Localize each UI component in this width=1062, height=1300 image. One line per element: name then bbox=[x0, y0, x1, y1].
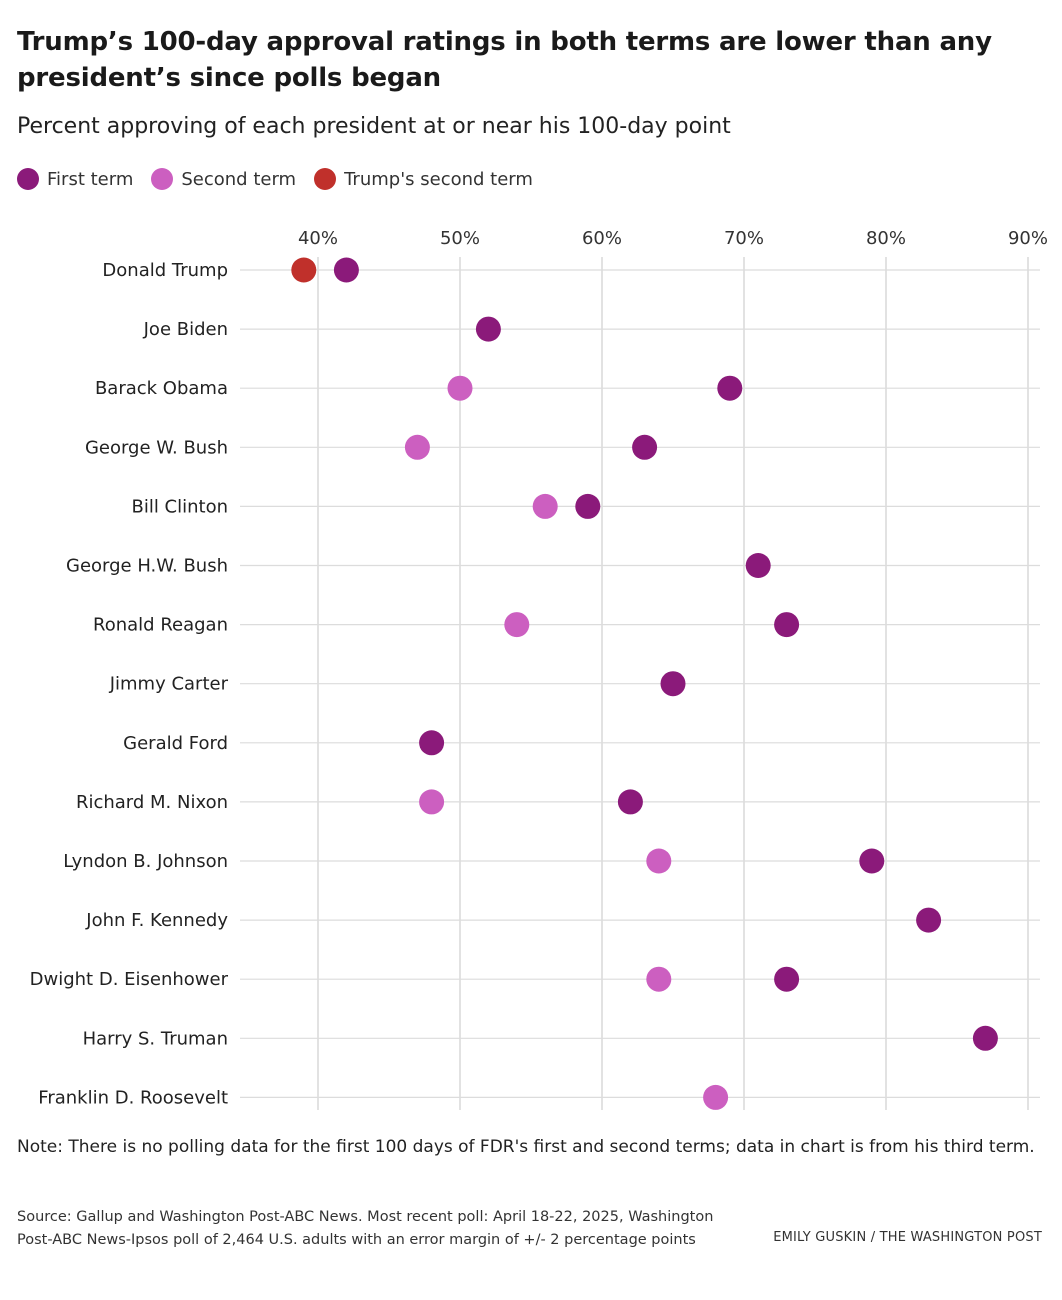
row-label: Barack Obama bbox=[95, 378, 228, 399]
row-label: John F. Kennedy bbox=[85, 910, 228, 931]
x-tick-label: 90% bbox=[1008, 228, 1048, 249]
row-label: Gerald Ford bbox=[123, 733, 228, 754]
dot-first-term bbox=[475, 316, 501, 342]
dot-first-term bbox=[916, 907, 942, 933]
row-label: Joe Biden bbox=[143, 319, 228, 340]
x-tick-label: 80% bbox=[866, 228, 906, 249]
row-label: Franklin D. Roosevelt bbox=[38, 1087, 228, 1108]
dot-second-term bbox=[532, 493, 558, 519]
row-label: Harry S. Truman bbox=[83, 1028, 228, 1049]
dot-first-term bbox=[745, 553, 771, 578]
chart-subtitle: Percent approving of each president at o… bbox=[17, 114, 731, 139]
dot-second-term bbox=[404, 434, 430, 460]
row-label: Bill Clinton bbox=[131, 496, 228, 517]
chart-title: Trump’s 100-day approval ratings in both… bbox=[17, 27, 992, 93]
dot-first-term bbox=[632, 434, 658, 460]
dot-plot: 40% 50% 60% 70% 80% 90% Donald Trump Joe Biden B… bbox=[30, 228, 1048, 1110]
x-tick-label: 60% bbox=[582, 228, 622, 249]
chart-credit: EMILY GUSKIN / THE WASHINGTON POST bbox=[773, 1230, 1042, 1245]
dot-first-term bbox=[575, 493, 601, 519]
dot-first-term bbox=[717, 375, 743, 401]
x-tick-label: 40% bbox=[298, 228, 338, 249]
dot-second-term bbox=[419, 789, 445, 815]
legend-swatch-second-term bbox=[151, 168, 174, 190]
dot-first-term bbox=[617, 789, 643, 815]
legend-swatch-trump-second-term bbox=[314, 168, 337, 190]
chart-note: Note: There is no polling data for the f… bbox=[17, 1137, 1035, 1157]
row-label: Ronald Reagan bbox=[93, 615, 228, 636]
legend-label-second-term: Second term bbox=[181, 168, 297, 190]
dot-first-term bbox=[774, 966, 800, 992]
legend: First term Second term Trump's second te… bbox=[17, 168, 551, 190]
legend-item-first-term: First term bbox=[17, 168, 133, 190]
row-label: Richard M. Nixon bbox=[76, 792, 228, 813]
dot-second-term bbox=[646, 966, 672, 992]
dot-first-term bbox=[419, 730, 445, 756]
dot-first-term bbox=[972, 1025, 998, 1051]
dot-first-term bbox=[859, 848, 885, 874]
row-label: Donald Trump bbox=[102, 260, 228, 281]
dot-second-term bbox=[646, 848, 672, 874]
row-label: Lyndon B. Johnson bbox=[63, 851, 228, 872]
dot-second-term bbox=[447, 375, 473, 401]
row-label: George H.W. Bush bbox=[66, 556, 228, 577]
legend-label-first-term: First term bbox=[47, 168, 134, 190]
dot-first-term bbox=[333, 257, 359, 283]
x-tick-label: 70% bbox=[724, 228, 764, 249]
legend-swatch-first-term bbox=[17, 168, 39, 190]
row-label: Dwight D. Eisenhower bbox=[30, 969, 229, 990]
dot-second-term bbox=[703, 1084, 729, 1110]
chart-source: Source: Gallup and Washington Post-ABC N… bbox=[17, 1209, 714, 1248]
row-label: Jimmy Carter bbox=[109, 674, 229, 695]
legend-label-trump-second-term: Trump's second term bbox=[344, 168, 533, 190]
row-label: George W. Bush bbox=[85, 437, 228, 458]
dot-first-term bbox=[774, 612, 800, 638]
legend-item-second-term: Second term bbox=[151, 168, 296, 190]
dot-trump-s-second-term bbox=[291, 257, 317, 283]
legend-item-trump-second-term: Trump's second term bbox=[314, 168, 533, 190]
x-tick-label: 50% bbox=[440, 228, 480, 249]
dot-second-term bbox=[504, 612, 530, 638]
dot-first-term bbox=[660, 671, 686, 697]
